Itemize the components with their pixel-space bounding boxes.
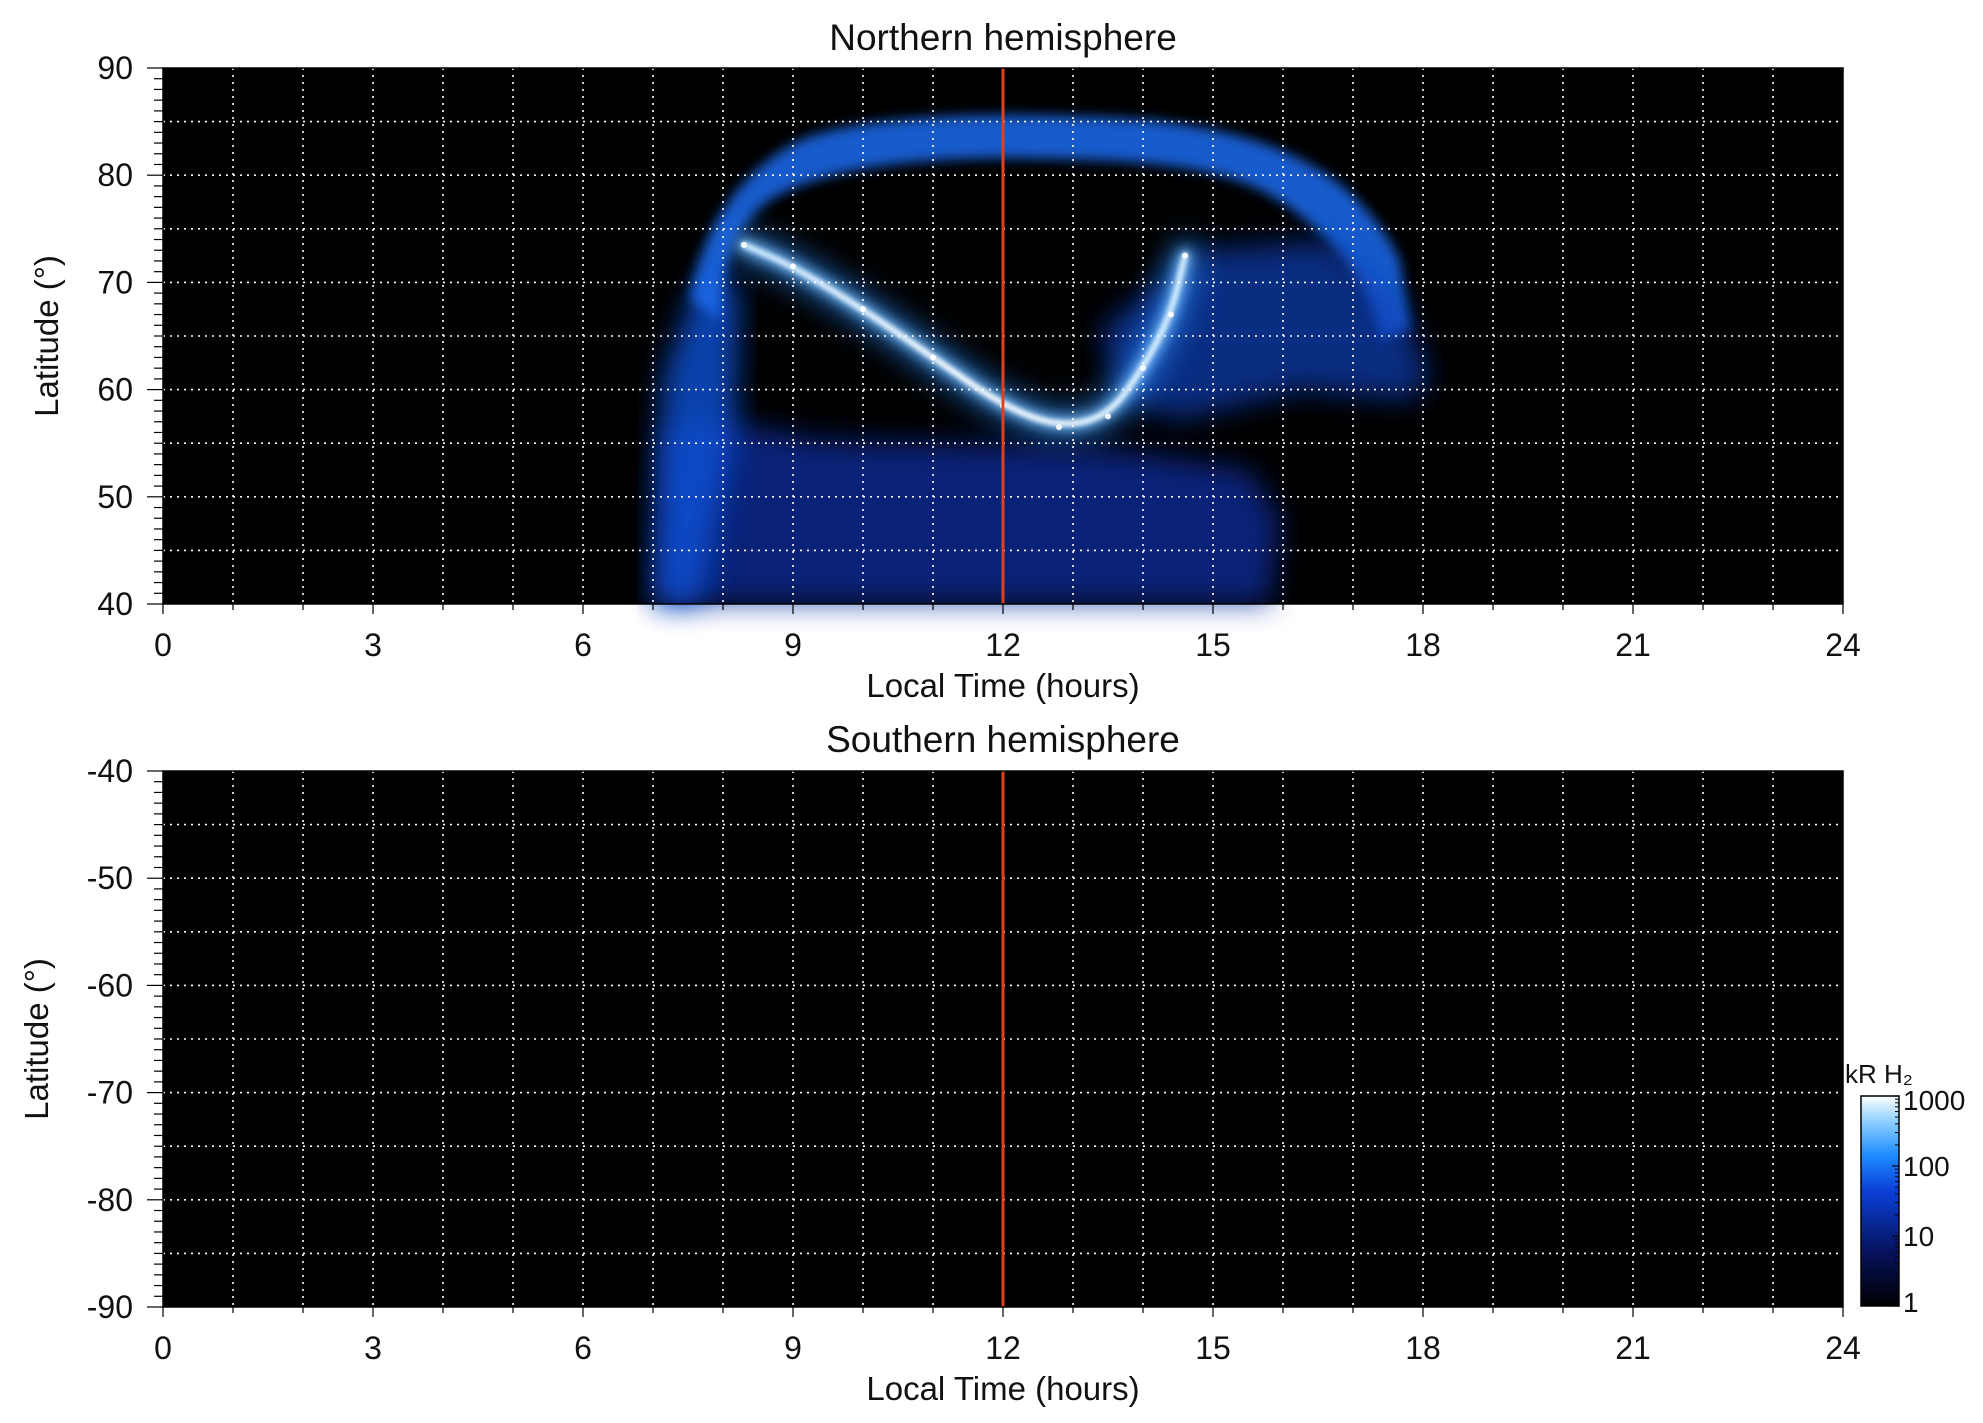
x-tick-label: 3: [364, 1330, 382, 1366]
main-oval-point: [1140, 365, 1146, 372]
south-y-minor-ticks: [147, 770, 163, 1308]
y-tick-label: 70: [97, 264, 133, 300]
main-oval-point: [1056, 424, 1062, 431]
north-x-minor-ticks: [162, 604, 1844, 614]
colorbar-tick-label: 100: [1903, 1151, 1950, 1182]
south-x-tick-labels: 0 3 6 9 12 15 18 21 24: [154, 1330, 1861, 1366]
southern-hemisphere-panel: Southern hemisphere 0 3 6 9 12 15 18 21 24 -40 -5…: [18, 719, 1861, 1407]
y-tick-label: -70: [87, 1075, 133, 1111]
x-tick-label: 9: [784, 627, 802, 663]
x-tick-label: 21: [1615, 1330, 1651, 1366]
main-oval-point: [790, 263, 796, 270]
colorbar-tick-label: 1: [1903, 1287, 1919, 1318]
x-tick-label: 12: [985, 627, 1021, 663]
x-tick-label: 6: [574, 627, 592, 663]
main-oval-point: [1105, 413, 1111, 420]
x-tick-label: 6: [574, 1330, 592, 1366]
y-tick-label: 80: [97, 157, 133, 193]
north-y-minor-ticks: [147, 67, 163, 605]
y-tick-label: -40: [87, 753, 133, 789]
x-tick-label: 9: [784, 1330, 802, 1366]
x-tick-label: 21: [1615, 627, 1651, 663]
main-oval-point: [1182, 252, 1188, 259]
x-tick-label: 18: [1405, 1330, 1441, 1366]
north-y-axis-label: Latitude (°): [28, 255, 65, 417]
north-main-oval: [727, 227, 1202, 441]
x-tick-label: 0: [154, 627, 172, 663]
y-tick-label: -60: [87, 967, 133, 1003]
x-tick-label: 15: [1195, 627, 1231, 663]
south-title: Southern hemisphere: [826, 719, 1180, 760]
main-oval-point: [860, 306, 866, 313]
colorbar-gradient: [1860, 1095, 1900, 1307]
y-tick-label: -90: [87, 1289, 133, 1325]
x-tick-label: 15: [1195, 1330, 1231, 1366]
north-x-tick-labels: 0 3 6 9 12 15 18 21 24: [154, 627, 1861, 663]
x-tick-label: 24: [1825, 627, 1861, 663]
colorbar-tick-label: 10: [1903, 1221, 1934, 1252]
x-tick-label: 3: [364, 627, 382, 663]
colorbar-ticks: 1000 100 10 1: [1892, 1085, 1965, 1318]
y-tick-label: 90: [97, 50, 133, 86]
north-title: Northern hemisphere: [829, 17, 1177, 58]
north-diffuse-dawn-emission: [655, 260, 740, 604]
main-oval-point: [1168, 311, 1174, 318]
northern-hemisphere-panel: Northern hemisphere 0 3 6 9 12 15 18 21 24 40 50 6…: [28, 17, 1861, 704]
x-tick-label: 12: [985, 1330, 1021, 1366]
north-y-tick-labels: 40 50 60 70 80 90: [97, 50, 133, 622]
south-y-tick-labels: -40 -50 -60 -70 -80 -90: [87, 753, 133, 1325]
colorbar-label: kR H₂: [1845, 1059, 1913, 1089]
north-emission: [655, 115, 1430, 604]
main-oval-point: [741, 241, 747, 248]
north-x-axis-label: Local Time (hours): [866, 667, 1139, 704]
south-y-axis-label: Latitude (°): [18, 958, 55, 1120]
x-tick-label: 18: [1405, 627, 1441, 663]
colorbar: kR H₂ 1000 100 10 1: [1845, 1059, 1965, 1318]
colorbar-tick-label: 1000: [1903, 1085, 1965, 1116]
y-tick-label: 60: [97, 372, 133, 408]
y-tick-label: -80: [87, 1182, 133, 1218]
north-outer-arc-band: [690, 115, 1410, 341]
south-x-axis-label: Local Time (hours): [866, 1370, 1139, 1407]
x-tick-label: 24: [1825, 1330, 1861, 1366]
main-oval-point: [930, 354, 936, 361]
north-diffuse-low-latitude-emission: [655, 420, 1280, 604]
y-tick-label: -50: [87, 860, 133, 896]
y-tick-label: 50: [97, 479, 133, 515]
x-tick-label: 0: [154, 1330, 172, 1366]
y-tick-label: 40: [97, 586, 133, 622]
south-x-minor-ticks: [162, 1307, 1844, 1317]
